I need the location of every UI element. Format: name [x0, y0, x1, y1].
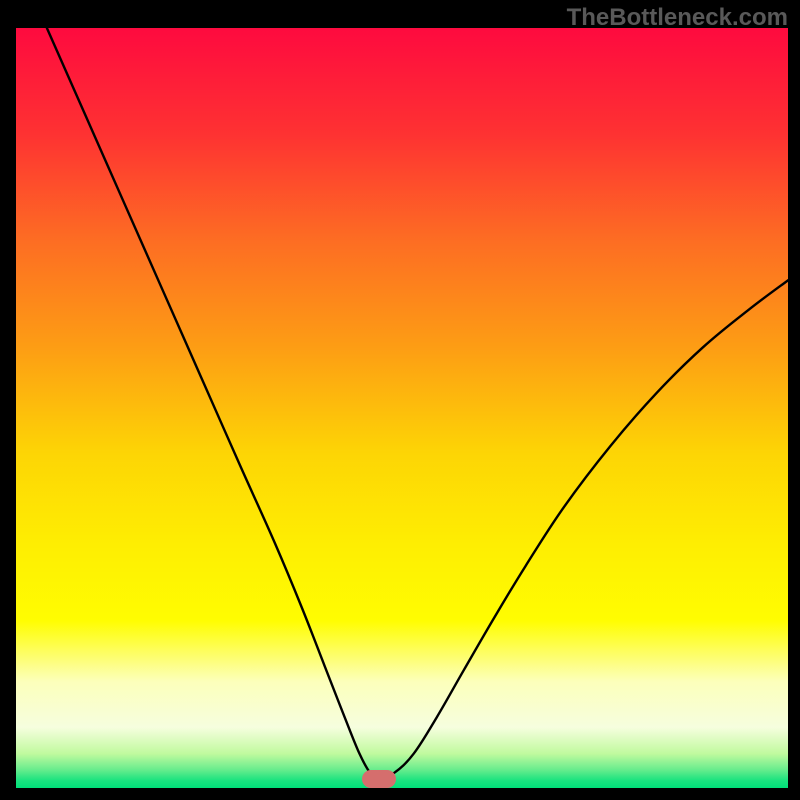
- watermark-text: TheBottleneck.com: [567, 4, 788, 32]
- plot-area: [16, 28, 788, 788]
- optimum-marker: [362, 770, 396, 788]
- bottleneck-curve: [16, 28, 788, 788]
